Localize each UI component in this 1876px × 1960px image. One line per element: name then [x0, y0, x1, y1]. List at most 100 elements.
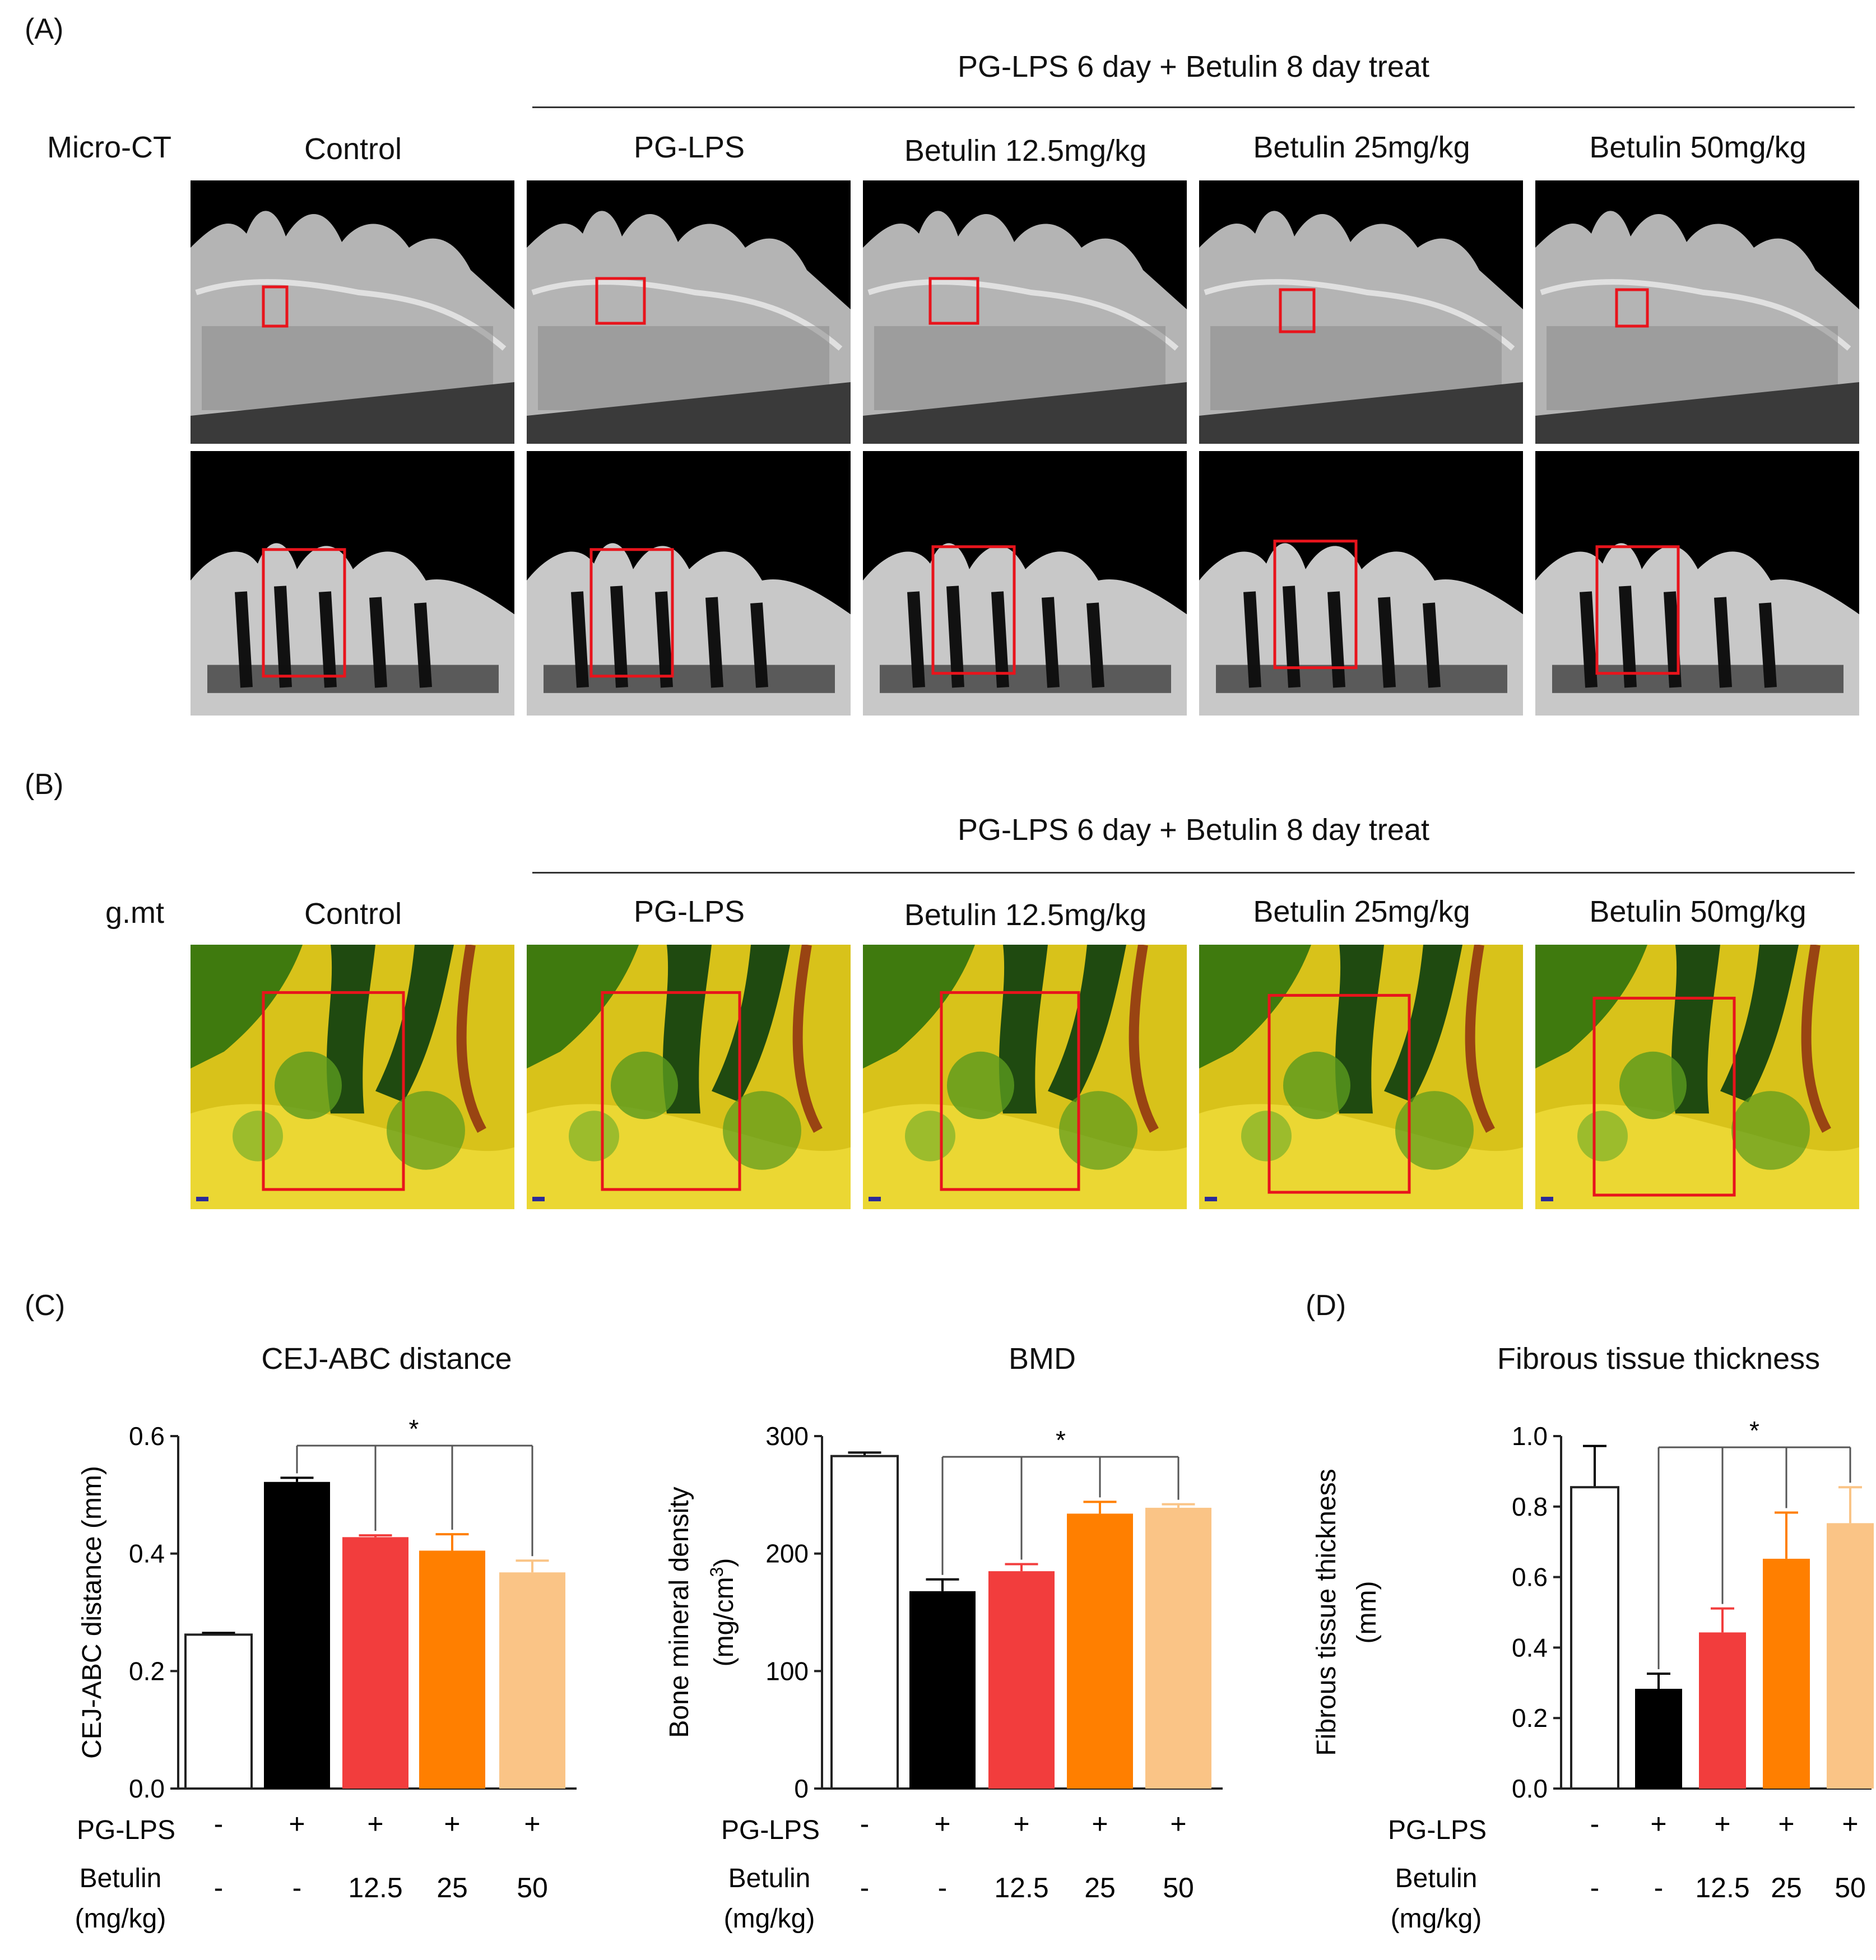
y-tick-label: 0.4 [1512, 1633, 1548, 1662]
y-tick-label: 300 [765, 1422, 809, 1451]
bar [1635, 1688, 1682, 1789]
bar [1145, 1507, 1211, 1789]
y-tick-label: 0.6 [1512, 1563, 1548, 1592]
row-label-betulin-units: (mg/kg) [724, 1904, 815, 1934]
micro-ct-3d-image [1199, 180, 1523, 444]
condition-pglps-value: + [444, 1808, 460, 1840]
panel-b-col-pglps: PG-LPS [633, 895, 745, 928]
y-tick-label: 0.2 [1512, 1703, 1548, 1733]
row-label-pglps: PG-LPS [721, 1815, 820, 1845]
panel-label-d: (D) [1306, 1289, 1346, 1322]
condition-pglps-value: + [289, 1808, 305, 1840]
condition-betulin-value: - [1590, 1872, 1600, 1903]
condition-pglps-value: - [1590, 1808, 1600, 1840]
micro-ct-section-image [1199, 451, 1523, 716]
y-tick-label: 0.8 [1512, 1492, 1548, 1521]
micro-ct-3d-image [191, 180, 514, 444]
panel-label-a: (A) [25, 13, 64, 45]
chart-title-fibrous: Fibrous tissue thickness [1497, 1342, 1821, 1376]
bar [1067, 1513, 1133, 1789]
y-tick-label: 0.0 [1512, 1774, 1548, 1803]
condition-betulin-value: - [1654, 1872, 1664, 1903]
y-axis-label: Fibrous tissue thickness [1312, 1469, 1341, 1755]
bar [184, 1633, 253, 1790]
y-tick-label: 1.0 [1512, 1422, 1548, 1451]
panel-b-col-b25: Betulin 25mg/kg [1253, 895, 1470, 928]
row-label-pglps: PG-LPS [1388, 1815, 1487, 1845]
condition-pglps-value: - [214, 1808, 224, 1840]
micro-ct-section-image [1535, 451, 1859, 716]
condition-pglps-value: - [860, 1808, 870, 1840]
condition-pglps-value: + [1842, 1808, 1858, 1840]
y-axis-label-units: (mm) [1352, 1581, 1382, 1644]
panel-b-row-label: g.mt [105, 896, 165, 930]
row-label-betulin: Betulin [80, 1864, 162, 1893]
micro-ct-3d-image [527, 180, 851, 444]
y-tick-label: 200 [765, 1539, 809, 1568]
panel-a-col-pglps: PG-LPS [633, 131, 745, 164]
y-tick-label: 0.0 [129, 1774, 165, 1803]
bar [499, 1572, 565, 1789]
condition-pglps-value: + [934, 1808, 950, 1840]
condition-betulin-value: 12.5 [1695, 1872, 1749, 1903]
histology-image [1535, 945, 1859, 1209]
y-axis-label: Bone mineral density [665, 1487, 694, 1738]
histology-image [191, 945, 514, 1209]
panel-b-header-line [532, 872, 1855, 874]
bar [830, 1455, 899, 1790]
row-label-betulin-units: (mg/kg) [1391, 1904, 1482, 1934]
condition-betulin-value: - [938, 1872, 948, 1903]
micro-ct-section-image [863, 451, 1187, 716]
micro-ct-section-image [191, 451, 514, 716]
histology-image [863, 945, 1187, 1209]
significance-marker: * [1749, 1416, 1759, 1445]
condition-pglps-value: + [1170, 1808, 1186, 1840]
chart-title-bmd: BMD [1009, 1342, 1076, 1376]
micro-ct-3d-image [1535, 180, 1859, 444]
y-tick-label: 0.2 [129, 1656, 165, 1685]
panel-a-header-line [532, 106, 1855, 108]
bar [1827, 1523, 1874, 1789]
panel-a-col-b25: Betulin 25mg/kg [1253, 131, 1470, 164]
chart-title-cej: CEJ-ABC distance [261, 1342, 512, 1376]
histology-image [527, 945, 851, 1209]
significance-marker: * [409, 1414, 419, 1443]
condition-pglps-value: + [1092, 1808, 1108, 1840]
condition-betulin-value: 50 [517, 1872, 548, 1903]
y-tick-label: 100 [765, 1656, 809, 1685]
bar [1699, 1632, 1746, 1789]
panel-a-col-control: Control [304, 132, 402, 166]
condition-betulin-value: 25 [1771, 1872, 1802, 1903]
condition-betulin-value: 25 [437, 1872, 468, 1903]
row-label-betulin-units: (mg/kg) [75, 1904, 166, 1934]
condition-pglps-value: + [524, 1808, 540, 1840]
bar [988, 1571, 1055, 1789]
condition-betulin-value: - [860, 1872, 870, 1903]
condition-pglps-value: + [1714, 1808, 1730, 1840]
row-label-betulin: Betulin [1395, 1864, 1478, 1893]
bar [264, 1481, 330, 1789]
panel-b-col-b12: Betulin 12.5mg/kg [904, 898, 1147, 932]
y-axis-label-units: (mg/cm3) [707, 1558, 739, 1667]
y-tick-label: 0 [794, 1774, 809, 1803]
condition-betulin-value: 50 [1835, 1872, 1866, 1903]
panel-label-c: (C) [25, 1289, 66, 1322]
bar [1570, 1486, 1619, 1790]
panel-a-col-b50: Betulin 50mg/kg [1589, 131, 1807, 164]
histology-image [1199, 945, 1523, 1209]
condition-pglps-value: + [367, 1808, 383, 1840]
panel-a-col-b12: Betulin 12.5mg/kg [904, 134, 1147, 168]
panel-label-b: (B) [25, 768, 64, 801]
row-label-pglps: PG-LPS [77, 1815, 175, 1845]
panel-b-col-control: Control [304, 897, 402, 931]
condition-betulin-value: - [292, 1872, 302, 1903]
bar [909, 1591, 976, 1789]
condition-pglps-value: + [1650, 1808, 1666, 1840]
y-tick-label: 0.4 [129, 1539, 165, 1568]
condition-pglps-value: + [1778, 1808, 1794, 1840]
significance-marker: * [1056, 1425, 1066, 1455]
condition-betulin-value: 50 [1163, 1872, 1194, 1903]
condition-betulin-value: 12.5 [994, 1872, 1048, 1903]
condition-betulin-value: - [214, 1872, 224, 1903]
